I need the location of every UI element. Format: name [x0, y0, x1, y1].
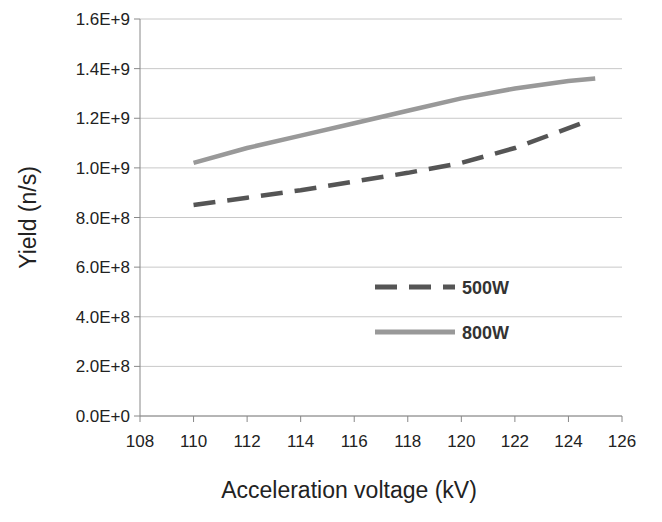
- x-tick-label: 108: [126, 432, 154, 451]
- x-tick: [247, 416, 248, 422]
- y-tick: [134, 217, 140, 218]
- x-tick-label: 122: [501, 432, 529, 451]
- y-tick-label: 1.0E+9: [76, 159, 130, 178]
- y-tick: [134, 118, 140, 119]
- x-tick: [300, 416, 301, 422]
- plot-area: [194, 79, 596, 206]
- legend-swatch: [375, 330, 455, 335]
- x-tick: [140, 416, 141, 422]
- y-axis-title: Yield (n/s): [15, 166, 41, 269]
- x-tick: [193, 416, 194, 422]
- x-tick-label: 116: [341, 432, 368, 451]
- grid-line: [140, 19, 622, 20]
- x-tick-label: 110: [180, 432, 207, 451]
- x-tick-label: 114: [287, 432, 314, 451]
- x-tick: [568, 416, 569, 422]
- series-line: [194, 79, 596, 163]
- x-tick: [354, 416, 355, 422]
- x-axis: [140, 416, 622, 417]
- grid-line: [140, 217, 622, 218]
- grid-line: [140, 366, 622, 367]
- y-tick: [134, 366, 140, 367]
- x-tick-label: 124: [554, 432, 582, 451]
- x-tick-label: 112: [234, 432, 261, 451]
- x-tick: [461, 416, 462, 422]
- y-tick-label: 1.6E+9: [76, 10, 130, 29]
- x-tick: [622, 416, 623, 422]
- y-tick-label: 6.0E+8: [76, 258, 130, 277]
- series-line: [194, 123, 582, 205]
- x-tick: [407, 416, 408, 422]
- x-tick: [514, 416, 515, 422]
- y-tick-label: 8.0E+8: [76, 209, 130, 228]
- y-tick: [134, 19, 140, 20]
- x-axis-title: Acceleration voltage (kV): [221, 477, 477, 503]
- grid-line: [140, 68, 622, 69]
- y-tick: [134, 316, 140, 317]
- grid-line: [140, 316, 622, 317]
- y-tick: [134, 68, 140, 69]
- y-tick: [134, 267, 140, 268]
- y-axis: [140, 19, 141, 416]
- y-tick-label: 4.0E+8: [76, 308, 130, 327]
- y-tick: [134, 167, 140, 168]
- legend-label: 800W: [462, 323, 509, 343]
- grid-line: [140, 167, 622, 168]
- legend-label: 500W: [462, 278, 509, 298]
- y-tick-label: 1.2E+9: [76, 109, 130, 128]
- y-tick-label: 2.0E+8: [76, 357, 130, 376]
- x-tick-label: 126: [608, 432, 636, 451]
- y-tick-label: 0.0E+0: [76, 407, 130, 426]
- y-tick-label: 1.4E+9: [76, 60, 130, 79]
- x-tick-label: 118: [394, 432, 421, 451]
- y-tick: [134, 416, 140, 417]
- chart: 0.0E+0 2.0E+8 4.0E+8 6.0E+8 8.0E+8 1.0E+9 1.2E…: [0, 0, 662, 522]
- grid-line: [140, 416, 622, 417]
- legend-swatch: [375, 285, 455, 290]
- grid-line: [140, 267, 622, 268]
- x-tick-label: 120: [447, 432, 475, 451]
